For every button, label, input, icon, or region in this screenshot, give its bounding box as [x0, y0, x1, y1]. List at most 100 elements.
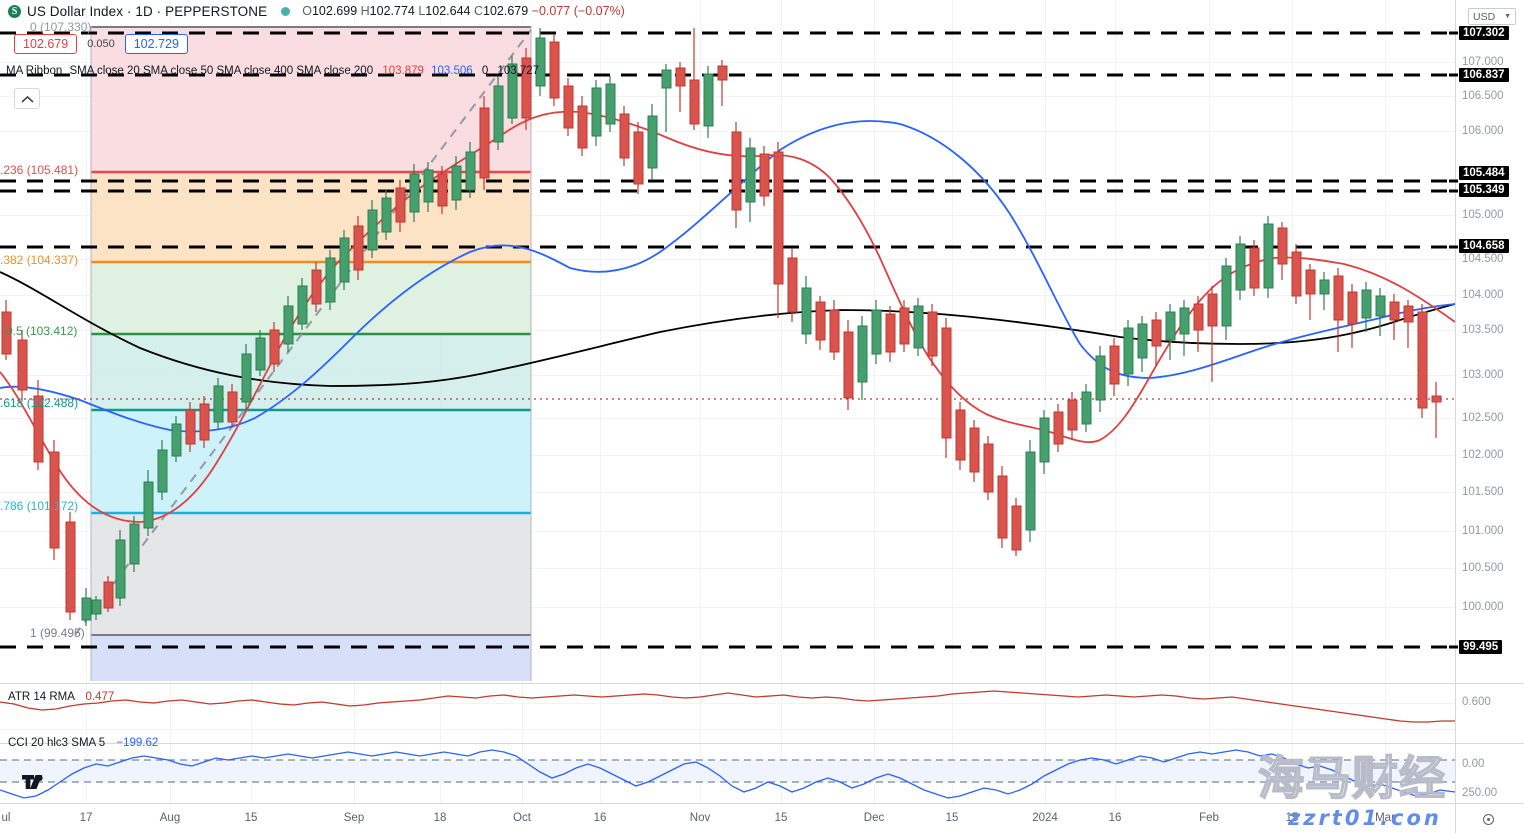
time-tick: 15: [774, 812, 788, 824]
chart-header: S US Dollar Index · 1D · PEPPERSTONE O10…: [0, 0, 1524, 22]
timezone-settings-button[interactable]: [1455, 803, 1524, 833]
time-tick: 16: [1108, 812, 1122, 824]
atr-legend-value: 0.477: [85, 691, 115, 703]
fib-label-382: .382 (104.337): [0, 253, 79, 267]
price-tick: 107.302: [1459, 26, 1509, 40]
chevron-down-icon: ▼: [1504, 13, 1511, 20]
collapse-pane-button[interactable]: [14, 88, 40, 109]
tradingview-logo-icon[interactable]: [22, 773, 52, 798]
timezone-settings-icon: [1483, 814, 1494, 825]
ma-ribbon-inputs: SMA close 20 SMA close 50 SMA close 400 …: [69, 65, 374, 77]
price-delta: 0.050: [87, 38, 115, 50]
ohlc-change-pct: (−0.07%): [573, 4, 625, 18]
price-tick-dash: [1449, 189, 1458, 193]
ohlc-values: O102.699 H102.774 L102.644 C102.679 −0.0…: [302, 4, 625, 18]
cci-line: [0, 749, 1455, 799]
price-tick-dash: [1449, 31, 1458, 35]
ohlc-h-label: H: [360, 4, 370, 18]
fib-label-786: .786 (101.172): [0, 499, 79, 513]
price-tick: 101.500: [1462, 486, 1504, 498]
time-tick: 15: [1285, 812, 1299, 824]
time-tick: Aug: [159, 812, 181, 824]
price-tick: 100.000: [1462, 601, 1504, 613]
price-tick-dash: [1449, 645, 1458, 649]
main-price-pane[interactable]: 0 (107.330) .236 (105.481) .382 (104.337…: [0, 0, 1455, 683]
atr-legend[interactable]: ATR 14 RMA 0.477: [8, 691, 114, 703]
ma-ribbon-value-4: 103.727: [497, 65, 540, 77]
fib-label-0: 0 (107.330): [30, 20, 92, 34]
sma-20-line: [0, 110, 1455, 523]
time-tick: 18: [433, 812, 447, 824]
ma-ribbon-name: MA Ribbon: [6, 65, 63, 77]
fib-label-618: .618 (102.488): [0, 396, 79, 410]
price-tick: 104.000: [1462, 289, 1504, 301]
price-tick: 101.000: [1462, 525, 1504, 537]
price-tick: 105.349: [1459, 183, 1509, 197]
atr-scale-tick: 0.600: [1462, 696, 1491, 708]
price-tick: 106.837: [1459, 68, 1509, 82]
time-tick: 16: [593, 812, 607, 824]
price-tick: 103.500: [1462, 324, 1504, 336]
atr-legend-name: ATR 14 RMA: [8, 691, 75, 703]
cci-legend-value: −199.62: [116, 737, 159, 749]
time-tick: Mar: [1375, 812, 1395, 824]
atr-line: [0, 690, 1455, 723]
fib-label-236: .236 (105.481): [0, 163, 79, 177]
ma-ribbon-value-3: 0: [481, 65, 489, 77]
ohlc-l-label: L: [418, 4, 426, 18]
ohlc-o-value: 102.699: [311, 4, 358, 18]
currency-selector[interactable]: USD ▼: [1468, 8, 1516, 25]
chevron-up-icon: [21, 95, 34, 103]
price-tick: 104.658: [1459, 239, 1509, 253]
symbol-title[interactable]: US Dollar Index · 1D · PEPPERSTONE: [27, 3, 268, 19]
url-watermark: zzrt01.con: [1288, 806, 1442, 830]
current-price-pill[interactable]: 102.679: [14, 34, 78, 54]
price-tick: 105.000: [1462, 209, 1504, 221]
ma-ribbon-legend[interactable]: MA Ribbon SMA close 20 SMA close 50 SMA …: [6, 65, 539, 77]
ohlc-l-value: 102.644: [425, 4, 471, 18]
price-tick: 99.495: [1459, 640, 1503, 654]
atr-indicator-pane[interactable]: [0, 683, 1455, 744]
price-tick: 106.000: [1462, 125, 1504, 137]
price-tick: 103.000: [1462, 369, 1504, 381]
price-tick: 102.000: [1462, 449, 1504, 461]
time-tick: 2024: [1032, 812, 1058, 824]
target-price-pill[interactable]: 102.729: [124, 34, 188, 54]
currency-label: USD: [1473, 10, 1496, 23]
price-tick: 106.500: [1462, 90, 1504, 102]
chinese-watermark: 海马财经: [1257, 750, 1446, 806]
cci-scale-tick: 250.00: [1462, 787, 1498, 799]
price-tick: 102.500: [1462, 412, 1504, 424]
time-tick: Feb: [1199, 812, 1219, 824]
time-tick: Sep: [343, 812, 365, 824]
price-scale[interactable]: USD ▼ 107.302 107.000 106.837 106.500 10…: [1449, 0, 1524, 833]
fib-label-1: 1 (99.495): [30, 626, 85, 640]
market-status-dot: [281, 6, 291, 16]
time-tick: 17: [79, 812, 93, 824]
price-measure-tool[interactable]: 102.679 0.050 102.729: [14, 34, 188, 54]
time-tick: Oct: [513, 812, 531, 824]
candlestick-series: [1, 28, 1442, 626]
ma-ribbon-value-1: 103.879: [382, 65, 424, 77]
time-tick: Dec: [863, 812, 885, 824]
ohlc-h-value: 102.774: [369, 4, 415, 18]
time-tick: 15: [945, 812, 959, 824]
ohlc-change: −0.077: [531, 4, 571, 18]
time-tick: 15: [244, 812, 258, 824]
cci-scale-tick: 0.00: [1462, 758, 1485, 770]
cci-indicator-pane[interactable]: [0, 743, 1455, 804]
cci-legend[interactable]: CCI 20 hlc3 SMA 5 −199.62: [8, 737, 158, 749]
price-tick: 105.484: [1459, 166, 1509, 180]
fib-trend-line: [74, 29, 532, 636]
time-scale[interactable]: ul 17 Aug 15 Sep 18 Oct 16 Nov 15 Dec 15…: [0, 803, 1455, 833]
price-tick: 104.500: [1462, 253, 1504, 265]
fib-retracement-zones: [74, 26, 532, 681]
fib-label-500: 0.5 (103.412): [6, 324, 78, 338]
price-tick: 100.500: [1462, 562, 1504, 574]
time-tick: ul: [1, 812, 11, 824]
symbol-badge-icon: S: [8, 4, 21, 18]
cci-legend-name: CCI 20 hlc3 SMA 5: [8, 737, 106, 749]
price-tick-dash: [1449, 73, 1458, 77]
price-tick: 107.000: [1462, 56, 1504, 68]
